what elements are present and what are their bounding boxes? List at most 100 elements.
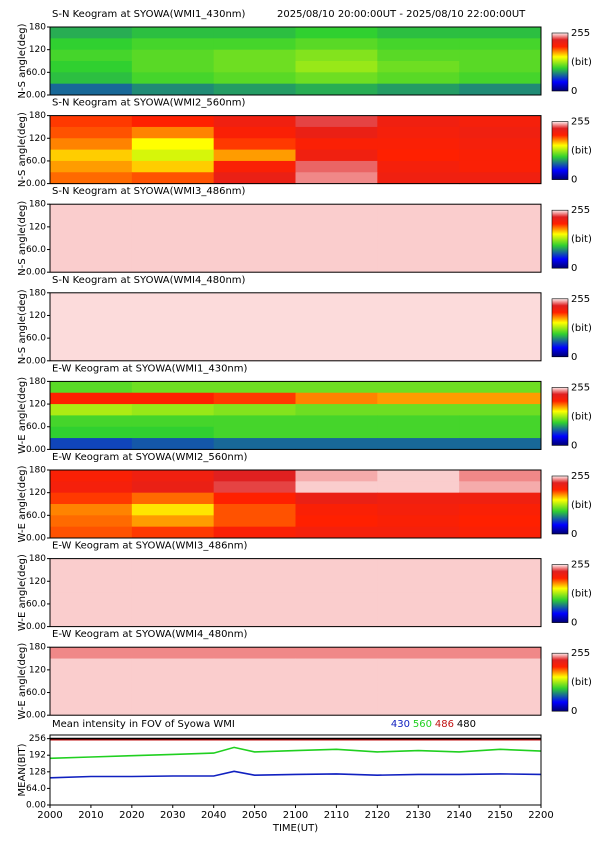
y-tick-label: 60.0	[26, 688, 46, 698]
heatmap-cell	[377, 569, 460, 582]
heatmap-cell	[213, 115, 296, 128]
heatmap-cell	[459, 315, 542, 328]
colorbar-label: (bit)	[571, 500, 592, 511]
heatmap-cell	[131, 669, 215, 682]
legend-entry: 480	[457, 719, 476, 730]
heatmap-cell	[459, 49, 542, 62]
y-tick-label: 180	[29, 111, 46, 121]
panel-title: Mean intensity in FOV of Syowa WMI	[52, 719, 235, 730]
heatmap-cell	[50, 149, 133, 162]
heatmap-cell	[295, 647, 378, 660]
colorbar-tick-label: 0	[571, 352, 577, 363]
y-axis-label: N-S angle(deg)	[17, 23, 28, 98]
heatmap-cell	[377, 581, 460, 594]
colorbar-tick-label: 255	[571, 382, 590, 393]
heatmap-cell	[50, 61, 133, 73]
heatmap-cell	[50, 703, 133, 716]
y-tick-label: 0.00	[26, 622, 46, 632]
heatmap-cell	[377, 338, 460, 350]
colorbar	[551, 32, 569, 92]
heatmap-cell	[131, 338, 215, 350]
y-axis-label: W-E angle(deg)	[17, 554, 28, 631]
heatmap-cell	[131, 438, 215, 450]
colorbar-label: (bit)	[571, 234, 592, 245]
heatmap-cell	[295, 304, 378, 316]
heatmap-cell	[377, 149, 460, 162]
colorbar-tick-label: 255	[571, 28, 590, 39]
x-tick-label: 2130	[406, 810, 431, 821]
heatmap-cell	[213, 204, 296, 217]
colorbar-label: (bit)	[571, 589, 592, 600]
heatmap-cell	[213, 292, 296, 305]
colorbar-tick-label: 0	[571, 706, 577, 717]
colorbar-label: (bit)	[571, 323, 592, 334]
heatmap-cell	[50, 226, 133, 239]
heatmap-cell	[213, 392, 296, 405]
heatmap-cell	[131, 49, 215, 62]
heatmap-cell	[50, 681, 133, 694]
y-tick-label: 180	[29, 23, 46, 33]
heatmap-cell	[131, 415, 215, 428]
heatmap-cell	[295, 426, 378, 439]
heatmap-cell	[377, 160, 460, 173]
heatmap-cell	[213, 692, 296, 705]
x-tick-label: 2200	[528, 810, 553, 821]
heatmap-cell	[377, 470, 460, 482]
heatmap-cell	[213, 658, 296, 671]
heatmap-cell	[377, 415, 460, 428]
heatmap-cell	[295, 38, 378, 51]
heatmap-cell	[213, 470, 296, 482]
panel-title: S-N Keogram at SYOWA(WMI1_430nm)	[52, 9, 246, 20]
heatmap-cell	[459, 603, 542, 616]
panel-title: E-W Keogram at SYOWA(WMI3_486nm)	[52, 541, 248, 552]
heatmap-cell	[50, 326, 133, 339]
heatmap-cell	[459, 581, 542, 594]
heatmap-cell	[213, 61, 296, 73]
heatmap-cell	[377, 381, 460, 394]
heatmap-cell	[50, 515, 133, 528]
y-tick-label: 0.00	[26, 445, 46, 455]
heatmap-cell	[295, 415, 378, 428]
heatmap-cell	[131, 249, 215, 262]
heatmap-cell	[377, 292, 460, 305]
heatmap-cell	[377, 315, 460, 328]
y-tick-label: 120	[29, 577, 46, 587]
heatmap-cell	[295, 138, 378, 151]
series-line	[49, 746, 542, 760]
heatmap-cell	[459, 592, 542, 605]
heatmap-cell	[459, 526, 542, 539]
heatmap-cell	[459, 72, 542, 85]
heatmap-cell	[213, 515, 296, 528]
heatmap-cell	[459, 215, 542, 228]
legend-entry: 430	[391, 719, 410, 730]
heatmap-cell	[50, 481, 133, 494]
heatmap-cell	[459, 38, 542, 51]
heatmap-cell	[131, 304, 215, 316]
heatmap-cell	[50, 658, 133, 671]
heatmap-cell	[131, 481, 215, 494]
y-tick-label: 0.00	[26, 268, 46, 278]
heatmap-cell	[377, 404, 460, 416]
heatmap-cell	[295, 703, 378, 716]
panel-title: E-W Keogram at SYOWA(WMI1_430nm)	[52, 363, 248, 374]
heatmap-cell	[131, 381, 215, 394]
y-tick-label: 120	[29, 400, 46, 410]
colorbar-label: (bit)	[571, 411, 592, 422]
heatmap-cell	[131, 172, 215, 185]
x-axis-label: TIME(UT)	[272, 823, 318, 834]
heatmap-cell	[50, 504, 133, 516]
heatmap-cell	[295, 315, 378, 328]
heatmap-cell	[459, 204, 542, 217]
heatmap-cell	[459, 138, 542, 151]
x-tick-label: 2040	[201, 810, 226, 821]
heatmap-cell	[377, 504, 460, 516]
colorbar-tick-label: 255	[571, 205, 590, 216]
heatmap-cell	[377, 526, 460, 539]
heatmap-cell	[50, 38, 133, 51]
heatmap-cell	[295, 115, 378, 128]
heatmap-cell	[50, 238, 133, 251]
heatmap-cell	[459, 481, 542, 494]
heatmap-cell	[131, 61, 215, 73]
y-axis-label: MEAN(BIT)	[17, 743, 28, 796]
y-axis-label: N-S angle(deg)	[17, 201, 28, 276]
